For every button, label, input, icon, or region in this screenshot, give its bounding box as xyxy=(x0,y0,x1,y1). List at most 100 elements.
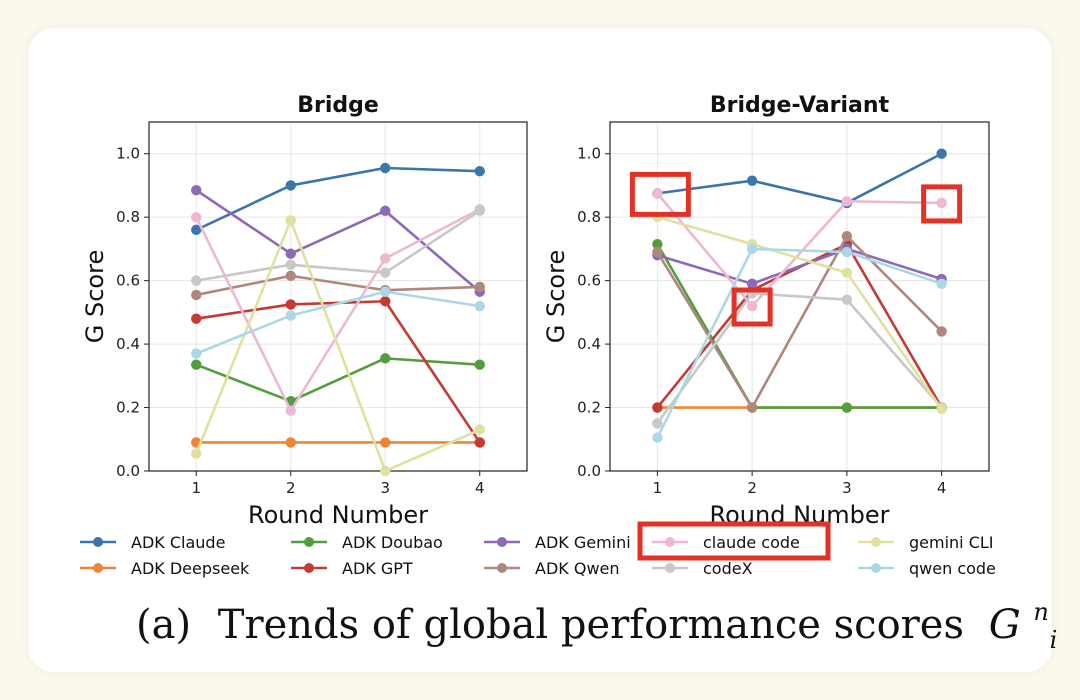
series-line-adk-qwen xyxy=(195,274,480,297)
data-point-adk-qwen xyxy=(841,231,853,242)
series-line-adk-doubao xyxy=(195,357,480,403)
data-point-adk-claude xyxy=(285,180,296,191)
series-line-qwen-code xyxy=(656,247,943,439)
data-point-codex xyxy=(474,205,485,217)
chart-title: Bridge-Variant xyxy=(710,93,890,118)
data-point-claude-code xyxy=(841,196,853,207)
legend-marker xyxy=(304,563,314,573)
series-line-adk-doubao xyxy=(656,243,942,409)
x-tick-label: 4 xyxy=(937,479,947,497)
data-point-claude-code xyxy=(191,211,202,223)
legend-item-adk-qwen: ADK Qwen xyxy=(484,559,620,578)
y-tick-label: 0.0 xyxy=(116,462,140,480)
data-point-adk-qwen xyxy=(936,326,947,337)
data-point-adk-doubao xyxy=(474,359,485,370)
data-point-qwen-code xyxy=(191,348,202,359)
y-tick-label: 0.4 xyxy=(116,335,140,353)
y-tick-label: 0.2 xyxy=(116,399,140,417)
data-point-adk-gemini xyxy=(746,278,758,290)
caption-math-base: G xyxy=(989,602,1021,648)
legend-marker xyxy=(665,563,675,573)
data-point-adk-doubao xyxy=(191,359,202,370)
data-point-gemini-cli xyxy=(380,465,391,477)
chart-title: Bridge xyxy=(297,93,379,118)
legend-label: gemini CLI xyxy=(909,533,994,552)
data-point-adk-claude xyxy=(380,162,391,174)
x-tick-label: 3 xyxy=(842,479,852,497)
data-point-adk-gemini xyxy=(191,185,202,196)
caption-prefix: (a) xyxy=(136,602,191,648)
data-point-adk-gemini xyxy=(285,248,296,259)
data-point-qwen-code xyxy=(841,246,853,258)
data-point-codex xyxy=(191,275,202,286)
data-point-adk-claude xyxy=(936,148,947,159)
plots-group: 0.0 0.2 0.4 0.6 0.8 1.0 1 2 3 4 Bridge Round Number… xyxy=(81,93,990,529)
legend-label: qwen code xyxy=(909,559,996,578)
series-line-codex xyxy=(656,292,943,425)
data-point-adk-deepseek xyxy=(285,437,296,448)
legend-item-claude-code: claude code xyxy=(637,521,831,561)
data-point-adk-gpt xyxy=(474,437,485,448)
series-group xyxy=(629,148,963,443)
data-point-adk-qwen xyxy=(191,289,202,301)
x-axis-label: Round Number xyxy=(248,501,428,529)
highlight-box xyxy=(629,171,691,217)
legend-marker xyxy=(871,537,881,547)
series-line-adk-gemini xyxy=(656,247,943,286)
legend-label: ADK Claude xyxy=(131,533,225,552)
highlight-box xyxy=(921,184,963,224)
x-tick-label: 3 xyxy=(380,479,390,497)
svg-text:(a) Trends of global per: (a) Trends of global performance scores … xyxy=(136,584,1080,658)
series-line-gemini-cli xyxy=(657,215,943,410)
y-tick-label: 0.6 xyxy=(116,272,140,290)
series-line-claude-code xyxy=(195,208,481,413)
data-point-adk-doubao xyxy=(380,353,391,364)
data-point-gemini-cli xyxy=(191,448,202,459)
y-axis-label: G Score xyxy=(81,250,109,343)
legend-item-adk-doubao: ADK Doubao xyxy=(291,533,443,552)
legend-label: claude code xyxy=(703,533,800,552)
data-point-claude-code xyxy=(380,253,391,264)
legend-marker xyxy=(93,537,103,547)
x-tick-label: 2 xyxy=(286,479,296,497)
legend-label: ADK Qwen xyxy=(535,559,620,578)
legend-highlight-box xyxy=(637,521,831,561)
x-tick-label: 2 xyxy=(747,479,757,497)
y-tick-label: 0.2 xyxy=(577,399,601,417)
data-point-adk-doubao xyxy=(841,402,853,413)
series-line-qwen-code xyxy=(195,290,480,355)
caption-math-sup: n xyxy=(1033,598,1048,626)
x-tick-label: 4 xyxy=(475,479,485,497)
legend-item-gemini-cli: gemini CLI xyxy=(858,533,994,552)
y-axis-label: G Score xyxy=(542,250,570,343)
x-tick-label: 1 xyxy=(653,479,663,497)
data-point-qwen-code xyxy=(652,432,663,443)
data-point-adk-qwen xyxy=(652,246,663,258)
legend-marker xyxy=(497,563,507,573)
data-point-codex xyxy=(285,259,296,270)
data-point-adk-claude xyxy=(191,224,202,236)
series-line-adk-claude xyxy=(195,166,480,232)
legend-label: codeX xyxy=(703,559,753,578)
subplot-bridge-variant: 0.00.20.40.60.81.01 2 3 4Bridge-VariantRoun… xyxy=(542,93,990,529)
data-point-adk-deepseek xyxy=(380,437,391,448)
data-point-codex xyxy=(380,267,391,278)
data-point-adk-gemini xyxy=(380,205,391,217)
legend: ADK Claude ADK Deepseek ADK Doubao ADK GPT A… xyxy=(80,521,996,578)
legend-marker xyxy=(497,537,507,547)
legend-marker xyxy=(93,563,103,573)
legend-item-codex: codeX xyxy=(652,559,753,578)
legend-item-adk-deepseek: ADK Deepseek xyxy=(80,559,250,578)
data-point-claude-code xyxy=(285,405,296,416)
data-point-gemini-cli xyxy=(285,215,296,226)
axes-frame xyxy=(148,121,528,472)
x-tick-label: 1 xyxy=(191,479,201,497)
caption-suffix: . xyxy=(1078,602,1080,648)
data-point-qwen-code xyxy=(285,310,296,321)
data-point-adk-claude xyxy=(474,165,485,177)
y-tick-label: 0.4 xyxy=(577,335,601,353)
data-point-claude-code xyxy=(936,197,947,209)
legend-label: ADK Gemini xyxy=(535,533,631,552)
legend-item-qwen-code: qwen code xyxy=(858,559,996,578)
